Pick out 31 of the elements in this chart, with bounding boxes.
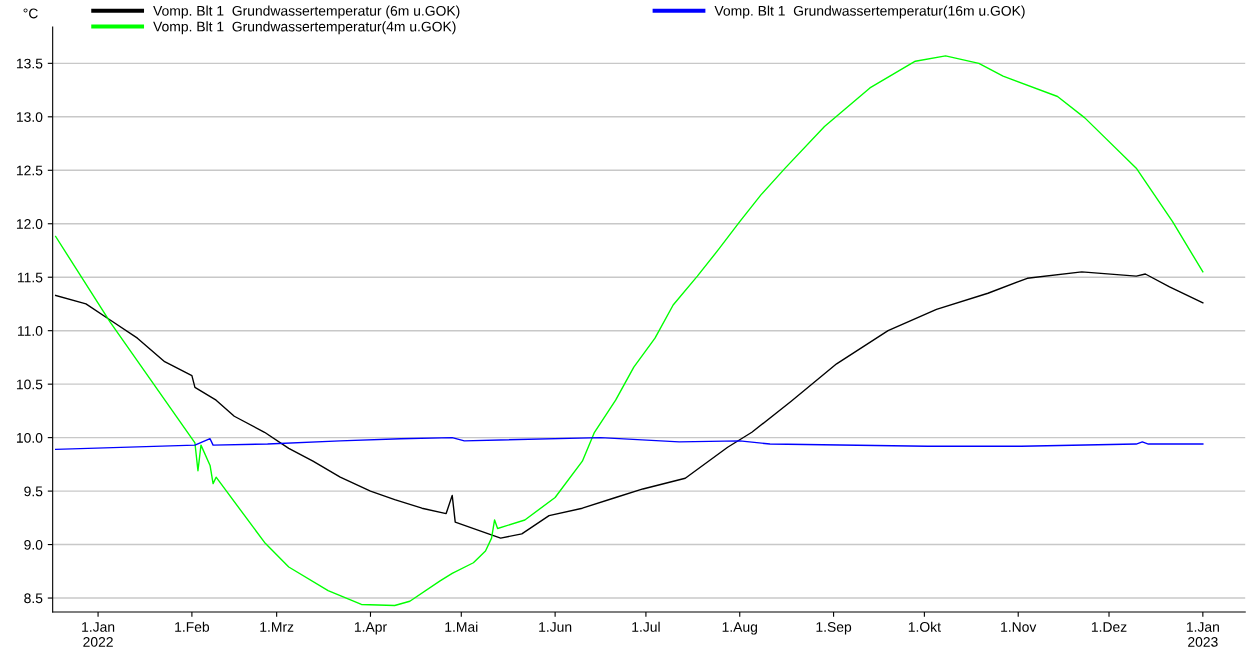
line-series [54, 436, 1204, 451]
x-tick-label: 1.Nov [1001, 622, 1037, 632]
y-tick-label: 13.0 [16, 112, 43, 122]
x-tick-label: 1.Mai [445, 621, 478, 632]
y-tick-label: 12.5 [16, 165, 43, 176]
y-tick-label: 12.0 [16, 219, 43, 229]
legend-label: Vomp. Blt 1 Grundwassertemperatur(16m u.GOK) [714, 5, 1025, 19]
x-tick-label: 1.Mrz [260, 622, 294, 632]
x-tick-label: 1.Sep [816, 622, 852, 635]
legend-label: Vomp. Blt 1 Grundwassertemperatur (6m u.GOK) [153, 5, 460, 19]
x-tick-label: 1.Okt [908, 621, 941, 632]
y-tick-label: 11.5 [18, 272, 43, 283]
x-tick-label: 1.Jan 2023 [1186, 622, 1219, 647]
x-tick-label: 1.Dez [1091, 622, 1127, 632]
x-tick-label: 1.Apr [354, 622, 387, 635]
y-tick-label: 9.0 [24, 539, 43, 550]
x-tick-label: 1.Aug [722, 622, 757, 635]
y-axis-title: °C [23, 8, 38, 19]
y-tick-label: 11.0 [18, 326, 43, 336]
x-tick-label: 1.Feb [175, 621, 210, 632]
y-tick-label: 10.0 [16, 432, 43, 443]
x-tick-label: 1.Jun [539, 622, 572, 632]
line-series [54, 271, 1204, 539]
x-tick-label: 1.Jul [632, 621, 660, 632]
y-tick-label: 10.5 [16, 379, 43, 390]
x-tick-label: 1.Jan 2022 [82, 622, 115, 647]
y-tick-label: 8.5 [24, 593, 43, 604]
line-series [54, 55, 1204, 607]
y-tick-label: 13.5 [16, 58, 43, 69]
legend-label: Vomp. Blt 1 Grundwassertemperatur(4m u.GOK) [153, 21, 456, 35]
y-tick-label: 9.5 [24, 486, 43, 497]
